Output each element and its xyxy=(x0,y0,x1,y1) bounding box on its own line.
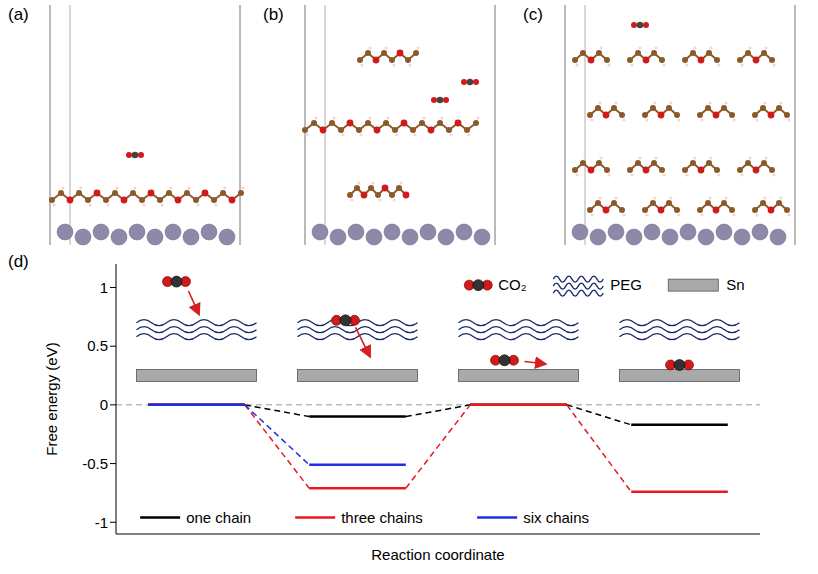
svg-text:Free energy (eV): Free energy (eV) xyxy=(43,342,60,455)
svg-text:one chain: one chain xyxy=(186,509,251,526)
svg-text:three chains: three chains xyxy=(341,509,423,526)
svg-text:Reaction coordinate: Reaction coordinate xyxy=(371,546,504,563)
svg-text:CO₂: CO₂ xyxy=(498,276,527,293)
svg-text:six chains: six chains xyxy=(523,509,589,526)
svg-text:1: 1 xyxy=(100,279,108,296)
svg-text:Sn: Sn xyxy=(726,276,744,293)
svg-text:-0.5: -0.5 xyxy=(82,455,108,472)
svg-text:0.5: 0.5 xyxy=(87,337,108,354)
svg-text:(c): (c) xyxy=(523,5,543,24)
svg-text:-1: -1 xyxy=(95,514,108,531)
html-text:(d): (d) xyxy=(8,252,29,271)
svg-text:(a): (a) xyxy=(8,5,29,24)
svg-text:(b): (b) xyxy=(263,5,284,24)
svg-text:PEG: PEG xyxy=(610,276,642,293)
svg-text:0: 0 xyxy=(100,396,108,413)
